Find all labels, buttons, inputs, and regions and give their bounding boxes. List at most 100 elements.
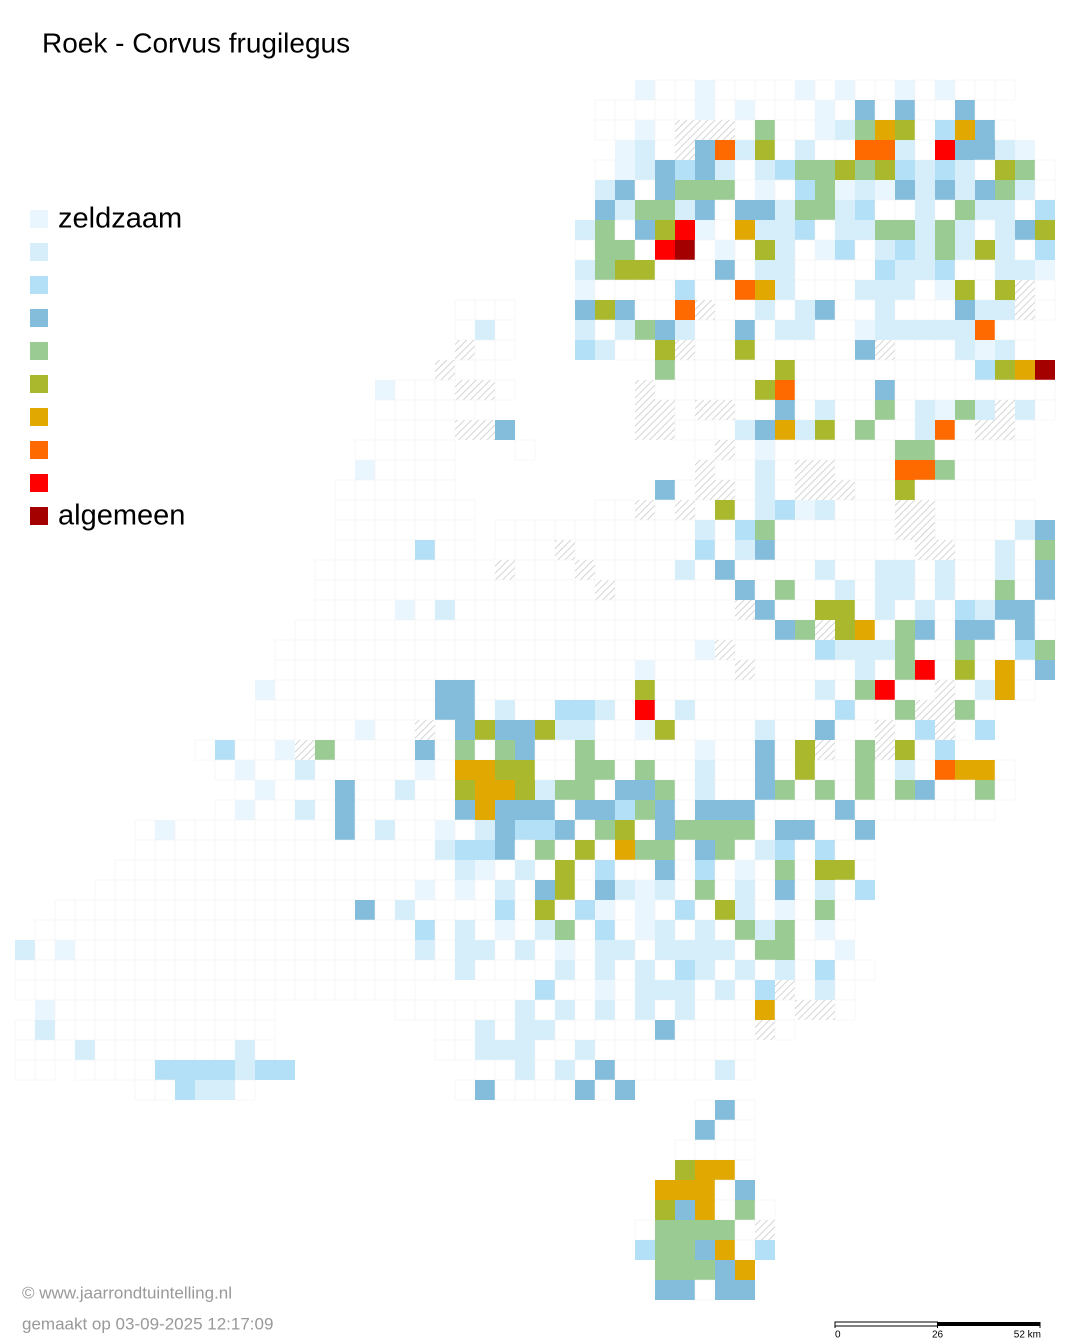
- grid-cell: [654, 279, 676, 301]
- grid-cell: [874, 619, 896, 641]
- grid-cell: [775, 920, 795, 940]
- grid-cell: [474, 899, 496, 921]
- grid-cell: [154, 999, 176, 1021]
- grid-cell: [415, 740, 435, 760]
- grid-cell: [455, 680, 475, 700]
- grid-cell: [614, 519, 636, 541]
- grid-cell: [935, 120, 955, 140]
- grid-cell: [715, 560, 735, 580]
- grid-cell: [974, 559, 996, 581]
- grid-cell: [834, 399, 856, 421]
- grid-cell: [634, 299, 656, 321]
- grid-cell: [934, 479, 956, 501]
- grid-cell: [354, 659, 376, 681]
- grid-cell: [814, 539, 836, 561]
- grid-cell: [834, 959, 856, 981]
- grid-cell: [495, 720, 515, 740]
- grid-cell: [834, 819, 856, 841]
- grid-cell: [995, 280, 1015, 300]
- grid-cell: [774, 99, 796, 121]
- grid-cell: [174, 979, 196, 1001]
- grid-cell: [955, 620, 975, 640]
- grid-cell: [794, 859, 816, 881]
- grid-cell: [594, 159, 616, 181]
- grid-cell: [834, 279, 856, 301]
- grid-cell: [755, 160, 775, 180]
- grid-cell: [935, 260, 955, 280]
- grid-cell: [814, 759, 836, 781]
- grid-cell: [694, 1059, 716, 1081]
- grid-cell: [414, 779, 436, 801]
- grid-cell: [414, 639, 436, 661]
- grid-cell: [594, 519, 616, 541]
- grid-cell: [655, 940, 675, 960]
- grid-cell: [454, 359, 476, 381]
- grid-cell: [875, 140, 895, 160]
- grid-cell: [494, 599, 516, 621]
- grid-cell: [714, 959, 736, 981]
- grid-cell: [614, 759, 636, 781]
- grid-cell: [714, 1119, 736, 1141]
- grid-cell: [434, 559, 456, 581]
- grid-cell: [954, 419, 976, 441]
- grid-cell: [774, 759, 796, 781]
- grid-cell: [835, 620, 855, 640]
- grid-cell: [595, 860, 615, 880]
- grid-cell: [554, 659, 576, 681]
- grid-cell: [734, 979, 756, 1001]
- grid-cell: [875, 740, 895, 760]
- grid-cell: [695, 820, 715, 840]
- grid-cell: [734, 479, 756, 501]
- grid-cell: [914, 119, 936, 141]
- grid-cell: [874, 459, 896, 481]
- grid-cell: [895, 440, 915, 460]
- grid-cell: [954, 579, 976, 601]
- grid-cell: [515, 800, 535, 820]
- grid-cell: [1034, 399, 1056, 421]
- grid-cell: [934, 519, 956, 541]
- grid-cell: [314, 819, 336, 841]
- grid-cell: [174, 999, 196, 1021]
- grid-cell: [874, 799, 896, 821]
- grid-cell: [715, 640, 735, 660]
- grid-cell: [935, 560, 955, 580]
- grid-cell: [334, 539, 356, 561]
- grid-cell: [835, 580, 855, 600]
- grid-cell: [895, 500, 915, 520]
- grid-cell: [414, 419, 436, 441]
- grid-cell: [355, 720, 375, 740]
- grid-cell: [635, 500, 655, 520]
- grid-cell: [914, 639, 936, 661]
- grid-cell: [354, 519, 376, 541]
- grid-cell: [834, 679, 856, 701]
- grid-cell: [875, 680, 895, 700]
- grid-cell: [35, 1000, 55, 1020]
- grid-cell: [775, 820, 795, 840]
- grid-cell: [614, 979, 636, 1001]
- grid-cell: [295, 800, 315, 820]
- grid-cell: [615, 260, 635, 280]
- grid-cell: [875, 180, 895, 200]
- grid-cell: [554, 599, 576, 621]
- grid-cell: [914, 479, 936, 501]
- grid-cell: [354, 679, 376, 701]
- grid-cell: [814, 139, 836, 161]
- grid-cell: [815, 680, 835, 700]
- grid-cell: [775, 940, 795, 960]
- grid-cell: [34, 939, 56, 961]
- grid-cell: [734, 379, 756, 401]
- grid-cell: [434, 799, 456, 821]
- grid-cell: [494, 299, 516, 321]
- grid-cell: [595, 800, 615, 820]
- grid-cell: [854, 839, 876, 861]
- grid-cell: [354, 539, 376, 561]
- grid-cell: [234, 739, 256, 761]
- grid-cell: [834, 299, 856, 321]
- grid-cell: [994, 779, 1016, 801]
- grid-cell: [314, 659, 336, 681]
- grid-cell: [775, 420, 795, 440]
- grid-cell: [374, 919, 396, 941]
- grid-cell: [654, 739, 676, 761]
- grid-cell: [254, 699, 276, 721]
- grid-cell: [154, 1039, 176, 1061]
